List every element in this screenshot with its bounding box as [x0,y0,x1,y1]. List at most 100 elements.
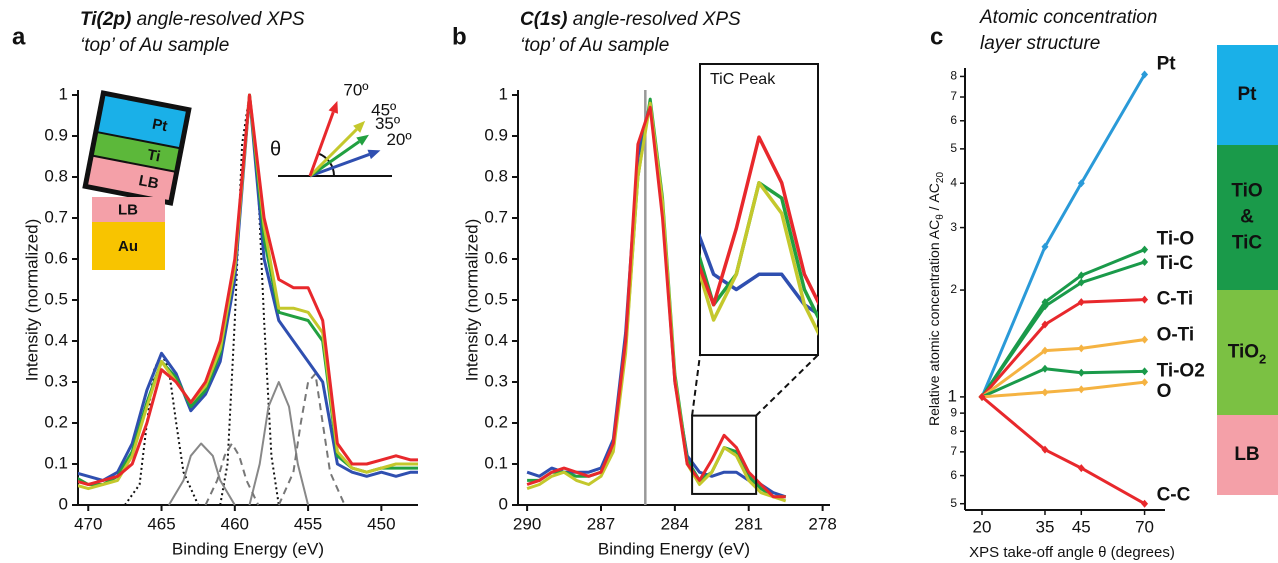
inset-line [700,135,818,307]
layer-label-text: & [1240,207,1254,228]
plot-area [78,93,418,506]
y-tick-label: 1 [499,84,508,103]
data-point [1141,245,1149,254]
layer-block [1217,290,1278,415]
angle-label: 20º [386,130,411,149]
concentration-line [980,73,1146,398]
y-tick-label: 5 [950,141,957,155]
panel-title: C(1s) angle-resolved XPS [520,9,741,30]
y-tick-label: 0.1 [484,453,508,472]
x-tick-label: 20 [973,517,992,536]
concentration-line [980,260,1146,398]
spectrum-line [78,93,418,486]
stack-layer [88,156,175,200]
y-tick-label: 0.2 [44,412,68,431]
substrate-layer [92,222,165,270]
series-label: Pt [1157,54,1177,75]
x-tick-label: 465 [147,514,175,533]
y-tick-label: 0.7 [484,207,508,226]
layer-label: Pt [1238,84,1258,105]
zoom-connector [755,354,819,417]
data-point [1141,367,1149,376]
data-point [1041,320,1049,329]
x-tick-label: 70 [1135,517,1154,536]
arrow-head [367,149,381,160]
panel-subtitle: ‘top’ of Au sample [520,35,669,56]
angle-symbol: θ [270,138,281,160]
series-label: O-Ti [1157,325,1195,346]
y-tick-label: 7 [950,444,957,458]
layer-label: & [1240,207,1254,228]
data-point [1141,295,1149,304]
stack-layer [98,96,186,147]
data-point [1077,464,1085,473]
stack-layer [93,133,179,171]
angle-arrow [309,153,370,178]
data-point [1041,346,1049,355]
x-tick-label: 287 [587,514,615,533]
y-tick-label: 0 [59,494,68,513]
y-tick-label: 0 [499,494,508,513]
layer-label: TiO2 [1228,342,1267,367]
x-tick-label: 460 [221,514,249,533]
y-tick-label: 0.9 [484,125,508,144]
layer-label: TiC [1232,233,1263,254]
series-label: O [1157,381,1172,402]
title-bold: Ti(2p) [80,9,131,30]
layer-block [1217,415,1278,495]
data-point [1141,257,1149,266]
angle-arrow [308,128,358,178]
y-tick-label: 5 [950,496,957,510]
y-tick-label: 6 [950,468,957,482]
title-rest: angle-resolved XPS [131,9,305,30]
series-label: C-C [1157,485,1191,506]
layer-label-text: TiO [1228,342,1259,363]
y-tick-label: 6 [950,113,957,127]
angle-label: 35º [375,114,400,133]
zoom-box [691,414,758,495]
inset-line [700,232,818,316]
y-label-part: / AC [926,183,942,214]
inset-plot [700,135,818,337]
series-label: Ti-C [1157,253,1194,274]
data-point [1077,368,1085,377]
angle-label: 70º [343,80,368,99]
x-axis-label: XPS take-off angle θ (degrees) [969,544,1175,561]
stack-label: LB [137,172,160,193]
panel-subtitle: ‘top’ of Au sample [80,35,229,56]
fit-curve [277,372,346,506]
inset-line [700,181,818,321]
substrate-label: LB [118,201,138,218]
data-point [978,392,986,401]
title-rest: angle-resolved XPS [568,9,742,30]
concentration-line [981,380,1145,399]
inset-line [700,181,818,337]
y-tick-label: 0.2 [484,412,508,431]
arrow-head [328,100,338,114]
panel-letter: a [12,23,26,50]
panel-letter: b [452,23,467,50]
x-tick-label: 281 [735,514,763,533]
data-point [1141,70,1149,79]
stack-label: Pt [151,116,169,136]
layer-label-text: LB [1234,444,1259,465]
data-point [1077,271,1085,280]
stack-label: Ti [146,146,162,165]
substrate-layer [92,197,165,222]
y-tick-label: 1 [948,386,957,405]
y-tick-label: 0.4 [44,330,68,349]
y-tick-label: 9 [950,405,957,419]
y-axis-label: Intensity (normalized) [462,219,481,382]
x-tick-label: 450 [367,514,395,533]
concentration-line [981,367,1145,399]
x-tick-label: 470 [74,514,102,533]
concentration-line [980,298,1145,398]
inset-title-bg [704,68,788,90]
fit-curve [204,442,260,506]
data-point [1041,242,1049,251]
inset-title: TiC Peak [710,71,776,88]
y-tick-label: 1 [59,84,68,103]
angle-arrow [309,140,361,178]
plot-area [526,90,787,505]
x-axis-label: Binding Energy (eV) [598,539,750,558]
